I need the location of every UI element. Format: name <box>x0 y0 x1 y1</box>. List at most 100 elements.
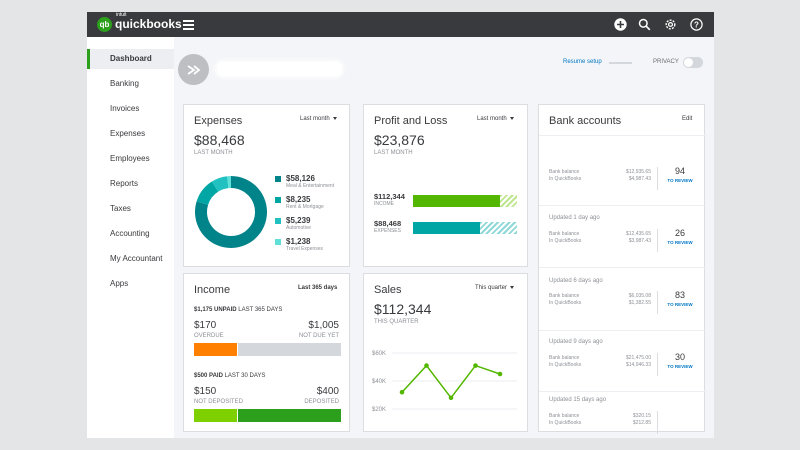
gear-icon[interactable] <box>663 17 678 32</box>
bank-account-row[interactable]: Bank balance In QuickBooks $12,435.65 $3… <box>549 228 704 259</box>
sidebar-item-apps[interactable]: Apps <box>110 279 129 288</box>
sidebar-item-employees[interactable]: Employees <box>110 154 150 163</box>
deposited-label: DEPOSITED <box>304 399 339 405</box>
bar-segment[interactable] <box>237 409 341 422</box>
expenses-donut-chart[interactable] <box>194 175 268 249</box>
edit-link[interactable]: Edit <box>682 116 693 122</box>
updated-label: Updated 15 days ago <box>549 397 607 403</box>
sales-data-point[interactable] <box>399 389 405 395</box>
sidebar-item-my-accountant[interactable]: My Accountant <box>110 254 163 263</box>
sales-data-point[interactable] <box>497 371 503 377</box>
resume-setup-link[interactable]: Resume setup <box>563 59 602 65</box>
review-count: 94 <box>674 166 685 176</box>
legend-item[interactable]: $58,126 Meal & Entertainment <box>275 174 334 189</box>
sidebar-item-banking[interactable]: Banking <box>110 79 139 88</box>
donut-slice[interactable] <box>195 176 267 248</box>
quickbooks-logo[interactable]: qb intuit quickbooks <box>97 12 182 33</box>
company-logo-icon <box>187 64 201 75</box>
legend-item[interactable]: $5,239 Automotive <box>275 216 311 231</box>
sidebar-item-accounting[interactable]: Accounting <box>110 229 150 238</box>
sales-period-dropdown[interactable]: This quarter <box>475 285 515 291</box>
menu-icon[interactable] <box>183 20 194 32</box>
legend-swatch <box>275 218 281 224</box>
sales-data-point[interactable] <box>473 363 478 368</box>
to-review-link[interactable]: TO REVIEW <box>667 240 693 245</box>
card-title: Income <box>194 284 231 296</box>
unpaid-bar[interactable] <box>194 343 341 356</box>
bar-segment[interactable] <box>194 343 237 356</box>
to-review-link[interactable]: TO REVIEW <box>667 302 693 307</box>
to-review-link[interactable]: TO REVIEW <box>667 364 693 369</box>
bank-account-row[interactable]: Bank balance In QuickBooks $12,935.65 $4… <box>549 166 704 197</box>
donut-slice[interactable] <box>211 176 229 192</box>
expenses-card: Expenses Last month $88,468 LAST MONTH $… <box>183 104 350 267</box>
expenses-bar-row[interactable]: $88,468 EXPENSES <box>374 219 401 234</box>
donut-slice[interactable] <box>227 176 231 189</box>
bar-segment[interactable] <box>237 343 341 356</box>
sidebar-item-dashboard[interactable]: Dashboard <box>87 49 174 69</box>
unpaid-summary: $1,175 UNPAID LAST 365 DAYS <box>194 307 283 313</box>
bar-remainder <box>479 222 517 234</box>
bar-fill[interactable] <box>413 195 501 207</box>
paid-bar[interactable] <box>194 409 341 422</box>
sidebar-item-reports[interactable]: Reports <box>110 179 139 188</box>
privacy-toggle[interactable] <box>683 57 703 68</box>
expenses-value: $88,468 <box>374 219 402 228</box>
net-income-total: $23,876 <box>374 132 425 148</box>
income-bar-row[interactable]: $112,344 INCOME <box>374 192 405 207</box>
sales-card: Sales This quarter $112,344 THIS QUARTER… <box>363 273 528 432</box>
y-tick-label: $60K <box>372 351 386 357</box>
plus-icon[interactable] <box>613 17 628 32</box>
bar-fill[interactable] <box>413 222 480 234</box>
sales-series-line <box>401 364 501 400</box>
app-window: qb intuit quickbooks ? Dashboard Banking… <box>87 12 714 438</box>
income-period-label[interactable]: Last 365 days <box>298 285 338 291</box>
search-icon[interactable] <box>637 17 652 32</box>
help-icon[interactable]: ? <box>689 17 704 32</box>
y-tick-label: $20K <box>372 407 386 413</box>
not-deposited-label: NOT DEPOSITED <box>194 399 243 405</box>
legend-item[interactable]: $1,238 Travel Expenses <box>275 237 323 252</box>
y-tick-label: $40K <box>372 379 386 385</box>
sales-data-point[interactable] <box>448 395 454 401</box>
bar-segment[interactable] <box>194 409 237 422</box>
expenses-period-dropdown[interactable]: Last month <box>300 116 337 122</box>
expenses-label: EXPENSES <box>374 228 401 234</box>
income-card: Income Last 365 days $1,175 UNPAID LAST … <box>183 273 350 432</box>
deposited-value: $400 <box>316 386 339 397</box>
sales-total: $112,344 <box>374 301 432 317</box>
updated-label: Updated 1 day ago <box>549 215 600 221</box>
chevron-down-icon <box>509 116 514 120</box>
chevron-down-icon <box>510 285 515 289</box>
sidebar: Dashboard Banking Invoices Expenses Empl… <box>87 37 174 438</box>
profit-loss-period-label: LAST MONTH <box>374 150 413 156</box>
privacy-label: PRIVACY <box>653 59 679 65</box>
to-review-link[interactable]: TO REVIEW <box>667 178 693 183</box>
income-label: INCOME <box>374 201 394 207</box>
profit-loss-card: Profit and Loss Last month $23,876 LAST … <box>363 104 528 267</box>
legend-label: Automotive <box>286 225 312 231</box>
expenses-bar[interactable] <box>413 222 517 234</box>
card-title: Sales <box>374 284 402 296</box>
income-value: $112,344 <box>374 192 405 201</box>
review-count: 83 <box>674 290 685 300</box>
sidebar-item-invoices[interactable]: Invoices <box>110 104 140 113</box>
card-title: Profit and Loss <box>374 115 448 127</box>
bank-account-row[interactable]: Bank balance In QuickBooks $6,035.08 $1,… <box>549 290 704 321</box>
bank-account-row[interactable]: Bank balance In QuickBooks $320.15 $212.… <box>549 411 704 438</box>
sidebar-item-taxes[interactable]: Taxes <box>110 204 131 213</box>
bank-accounts-card: Bank accounts Edit Bank balance In Quick… <box>538 104 706 434</box>
card-title: Expenses <box>194 115 243 127</box>
sales-line-chart[interactable]: $20K $40K $60K <box>364 334 529 433</box>
legend-swatch <box>275 197 281 203</box>
income-bar[interactable] <box>413 195 517 207</box>
profit-loss-period-dropdown[interactable]: Last month <box>477 116 514 122</box>
sales-data-point[interactable] <box>424 363 429 368</box>
quickbooks-logo-mark: qb <box>97 16 112 32</box>
sidebar-item-expenses[interactable]: Expenses <box>110 129 146 138</box>
company-avatar[interactable] <box>178 54 209 85</box>
intuit-label: intuit <box>116 12 127 18</box>
bank-account-row[interactable]: Bank balance In QuickBooks $21,475.00 $1… <box>549 352 704 383</box>
legend-item[interactable]: $8,235 Rent & Mortgage <box>275 195 324 210</box>
donut-slice[interactable] <box>196 181 219 205</box>
